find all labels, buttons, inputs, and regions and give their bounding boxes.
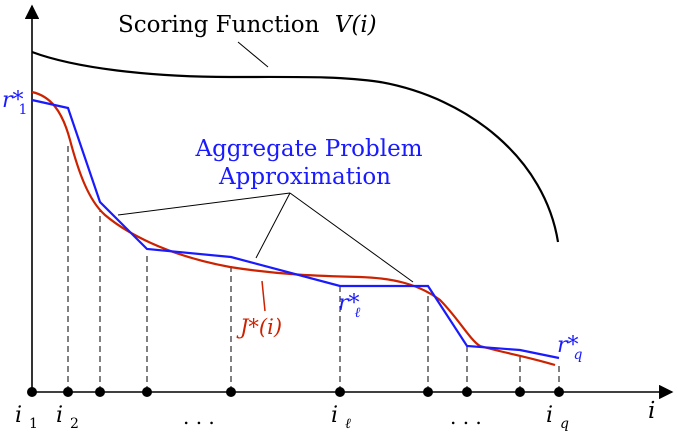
point-9 (515, 387, 525, 397)
rq-label: r* q (557, 333, 586, 363)
j-star-label: J*(i) (236, 315, 282, 339)
scoring-function-math: V(i) (335, 12, 377, 38)
r1-symbol: r* (2, 88, 24, 113)
tick-iq-subscript: q (560, 416, 569, 432)
aggregate-pointer-left (117, 192, 291, 216)
scoring-function-text: Scoring Function (118, 12, 320, 38)
dashed-guides (67, 142, 560, 392)
point-7 (423, 387, 433, 397)
tick-label-i1: i 1 (15, 403, 38, 432)
tick-i2-subscript: 2 (70, 416, 79, 432)
rq-subscript: q (574, 347, 583, 363)
tick-il-subscript: ℓ (345, 416, 351, 432)
scoring-function-label: Scoring Function V(i) (118, 12, 377, 38)
point-4 (142, 387, 152, 397)
point-il (335, 387, 345, 397)
point-i2 (63, 387, 73, 397)
rl-label: r* ℓ (338, 291, 367, 321)
tick-i1-symbol: i (15, 403, 22, 428)
j-star-pointer (261, 280, 266, 312)
axis-points (27, 387, 564, 397)
r1-subscript: 1 (19, 102, 28, 118)
tick-label-iq: i q (546, 403, 569, 432)
tick-i2-symbol: i (56, 403, 63, 428)
point-5 (226, 387, 236, 397)
aggregate-pointer-right (289, 192, 414, 283)
tick-il-symbol: i (331, 403, 338, 428)
aggregate-pointer-mid (255, 192, 291, 259)
tick-label-il: i ℓ (331, 403, 351, 432)
x-axis-label: i (648, 398, 655, 424)
dots-right: . . . (450, 405, 482, 429)
r1-label: r* 1 (2, 88, 31, 118)
point-iq (554, 387, 564, 397)
dots-left: . . . (183, 405, 215, 429)
scoring-pointer (237, 41, 269, 68)
j-star-curve (31, 90, 556, 367)
aggregate-approximation-line (31, 98, 560, 360)
rq-symbol: r* (557, 333, 579, 358)
tick-iq-symbol: i (546, 403, 553, 428)
tick-label-i2: i 2 (56, 403, 79, 432)
point-3 (95, 387, 105, 397)
point-i1 (27, 387, 37, 397)
pointer-lines (117, 41, 414, 283)
rl-symbol: r* (338, 291, 360, 316)
scoring-function-curve (31, 50, 560, 243)
aggregate-label-line2: Approximation (218, 164, 391, 190)
point-8 (462, 387, 472, 397)
aggregate-label-line1: Aggregate Problem (194, 136, 422, 162)
tick-i1-subscript: 1 (29, 416, 38, 432)
rl-subscript: ℓ (355, 305, 361, 321)
